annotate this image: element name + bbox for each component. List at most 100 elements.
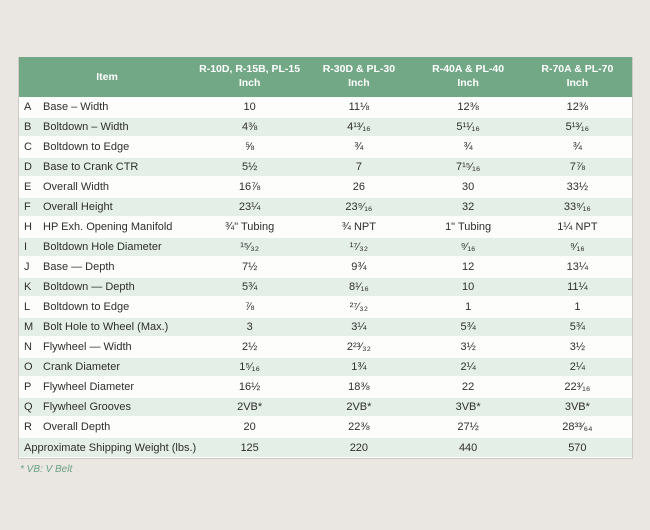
column-header-model-4: R-70A & PL-70 Inch bbox=[523, 63, 632, 90]
row-value: 27½ bbox=[457, 421, 479, 433]
row-letter: C bbox=[24, 141, 32, 153]
table-row: E Overall Width 16⅞ 26 30 33½ bbox=[19, 177, 632, 197]
table-body: A Base – Width 10 11⅛ 12⅜ 12⅜ B Boltdown… bbox=[19, 97, 632, 437]
row-value: 32 bbox=[462, 201, 475, 213]
shipping-weight-value: 125 bbox=[240, 441, 259, 454]
vb-footnote: * VB: V Belt bbox=[20, 464, 73, 475]
table-row: B Boltdown – Width 4⅜ 4¹³⁄₁₆ 5¹¹⁄₁₆ 5¹³⁄… bbox=[19, 117, 632, 137]
row-value: 5¾ bbox=[460, 321, 476, 333]
column-header-model-1: R-10D, R-15B, PL-15 Inch bbox=[195, 63, 304, 90]
row-item-label: Base — Depth bbox=[43, 261, 115, 273]
row-value: 2¼ bbox=[460, 361, 476, 373]
row-value: 1 bbox=[465, 301, 472, 313]
row-value: 3VB* bbox=[455, 401, 481, 413]
row-item-label: Boltdown — Depth bbox=[43, 281, 135, 293]
shipping-weight-row: Approximate Shipping Weight (lbs.) 125 2… bbox=[19, 437, 632, 458]
row-item-label: Flywheel Grooves bbox=[43, 401, 132, 413]
row-letter: I bbox=[24, 241, 28, 253]
row-value: ¾ bbox=[572, 141, 582, 153]
row-item-label: Boltdown Hole Diameter bbox=[43, 241, 162, 253]
row-value: ¾ bbox=[354, 141, 364, 153]
table-row: D Base to Crank CTR 5½ 7 7¹⁵⁄₁₆ 7⅞ bbox=[19, 157, 632, 177]
row-value: ¾ bbox=[463, 141, 473, 153]
table-row: O Crank Diameter 1⁵⁄₁₆ 1¾ 2¼ 2¼ bbox=[19, 357, 632, 377]
row-value: 5¹³⁄₁₆ bbox=[565, 121, 590, 133]
row-item-label: Flywheel Diameter bbox=[43, 381, 135, 393]
row-letter: D bbox=[24, 161, 32, 173]
table-row: R Overall Depth 20 22⅜ 27½ 28³³⁄₆₄ bbox=[19, 417, 632, 437]
column-header-model-2: R-30D & PL-30 Inch bbox=[304, 63, 413, 90]
column-header-models: R-70A & PL-70 bbox=[541, 63, 614, 76]
row-item-label: Base – Width bbox=[43, 101, 109, 113]
row-value: 10 bbox=[243, 101, 256, 113]
row-value: 16½ bbox=[238, 381, 261, 393]
table-row: H HP Exh. Opening Manifold ¾" Tubing ¾ N… bbox=[19, 217, 632, 237]
row-value: ¾ NPT bbox=[341, 221, 376, 233]
row-value: 7⅞ bbox=[569, 161, 586, 173]
row-value: 5¾ bbox=[241, 281, 258, 293]
row-value: 23⁹⁄₁₆ bbox=[345, 201, 373, 213]
row-value: 5¹¹⁄₁₆ bbox=[456, 121, 480, 133]
row-value: ⅝ bbox=[245, 141, 255, 153]
table-row: F Overall Height 23¼ 23⁹⁄₁₆ 32 33⁹⁄₁₆ bbox=[19, 197, 632, 217]
table-row: K Boltdown — Depth 5¾ 8¹⁄₁₆ 10 11¼ bbox=[19, 277, 632, 297]
column-header-models: R-30D & PL-30 bbox=[322, 63, 396, 76]
row-item-label: Crank Diameter bbox=[43, 361, 121, 373]
row-value: 22³⁄₁₆ bbox=[564, 381, 591, 393]
row-value: 20 bbox=[243, 421, 256, 433]
row-value: 2½ bbox=[241, 341, 258, 353]
row-letter: B bbox=[24, 121, 32, 133]
row-letter: H bbox=[24, 221, 32, 233]
row-value: 12⅜ bbox=[457, 101, 479, 113]
table-row: M Bolt Hole to Wheel (Max.) 3 3¼ 5¾ 5¾ bbox=[19, 317, 632, 337]
row-item-label: Overall Width bbox=[43, 181, 110, 193]
column-header-models: R-40A & PL-40 bbox=[432, 63, 505, 76]
table-row: I Boltdown Hole Diameter ¹⁵⁄₃₂ ¹⁷⁄₃₂ ⁹⁄₁… bbox=[19, 237, 632, 257]
row-item-label: Base to Crank CTR bbox=[43, 161, 139, 173]
row-item-label: Flywheel — Width bbox=[43, 341, 132, 353]
row-value: 2VB* bbox=[237, 401, 263, 413]
row-letter: O bbox=[24, 361, 33, 373]
row-letter: P bbox=[24, 381, 32, 393]
spec-table: Item R-10D, R-15B, PL-15 Inch R-30D & PL… bbox=[18, 57, 633, 459]
row-value: 3½ bbox=[569, 341, 586, 353]
row-value: 22⅜ bbox=[348, 421, 370, 433]
row-value: 4¹³⁄₁₆ bbox=[347, 121, 371, 133]
table-row: P Flywheel Diameter 16½ 18⅜ 22 22³⁄₁₆ bbox=[19, 377, 632, 397]
row-value: 18⅜ bbox=[348, 381, 370, 393]
row-value: 7 bbox=[355, 161, 362, 173]
table-row: J Base — Depth 7½ 9¾ 12 13¼ bbox=[19, 257, 632, 277]
row-value: 4⅜ bbox=[241, 121, 258, 133]
row-letter: R bbox=[24, 421, 32, 433]
row-value: 3½ bbox=[460, 341, 476, 353]
row-letter: J bbox=[24, 261, 30, 273]
row-value: 1" Tubing bbox=[445, 221, 492, 233]
shipping-weight-label: Approximate Shipping Weight (lbs.) bbox=[24, 441, 197, 454]
row-value: 13¼ bbox=[566, 261, 589, 273]
row-item-label: HP Exh. Opening Manifold bbox=[43, 221, 173, 233]
row-value: 30 bbox=[462, 181, 475, 193]
shipping-weight-value: 220 bbox=[349, 441, 369, 454]
table-row: C Boltdown to Edge ⅝ ¾ ¾ ¾ bbox=[19, 137, 632, 157]
column-header-models: R-10D, R-15B, PL-15 bbox=[199, 63, 301, 76]
row-letter: F bbox=[24, 201, 31, 213]
row-value: ⅞ bbox=[245, 301, 255, 313]
row-value: 33⁹⁄₁₆ bbox=[563, 201, 591, 213]
shipping-weight-value: 440 bbox=[458, 441, 478, 454]
row-value: 2VB* bbox=[346, 401, 372, 413]
column-header-item: Item bbox=[96, 71, 118, 83]
row-value: 28³³⁄₆₄ bbox=[562, 421, 593, 433]
row-letter: L bbox=[24, 301, 31, 313]
row-value: 2²³⁄₃₂ bbox=[346, 341, 371, 353]
row-value: 1¼ NPT bbox=[557, 221, 598, 233]
table-row: A Base – Width 10 11⅛ 12⅜ 12⅜ bbox=[19, 97, 632, 117]
column-header-model-3: R-40A & PL-40 Inch bbox=[414, 63, 523, 90]
row-letter: M bbox=[24, 321, 34, 333]
row-value: 7¹⁵⁄₁₆ bbox=[455, 161, 481, 173]
row-value: 3¼ bbox=[351, 321, 367, 333]
row-value: 16⅞ bbox=[238, 181, 261, 193]
row-value: ¹⁵⁄₃₂ bbox=[240, 241, 260, 253]
row-item-label: Overall Height bbox=[43, 201, 113, 213]
row-letter: N bbox=[24, 341, 32, 353]
row-letter: E bbox=[24, 181, 32, 193]
